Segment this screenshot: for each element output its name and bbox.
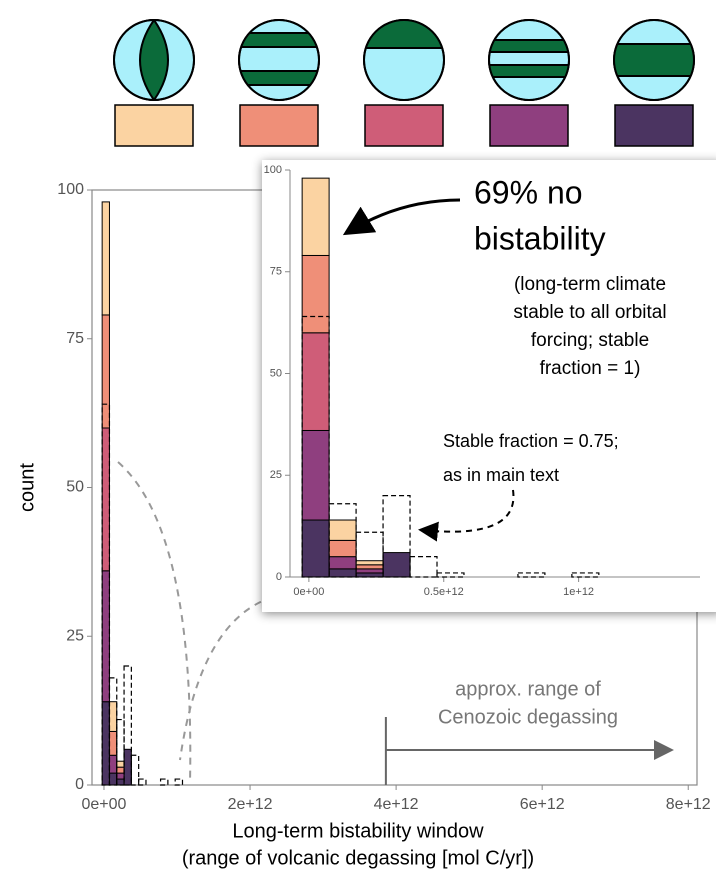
legend-swatch [364, 104, 444, 147]
inset-chart: 0 25 50 75 100 0e+00 0.5e+12 1e+12 69% no bistabi… [264, 164, 700, 598]
x-tick-label: 2e+12 [228, 796, 273, 813]
x-tick-label: 0.5e+12 [424, 586, 464, 598]
legend-swatch [239, 104, 319, 147]
bar-segment [355, 564, 384, 570]
x-tick-label: 4e+12 [374, 796, 419, 813]
y-tick-label: 0 [276, 571, 282, 583]
bar-segment [328, 556, 357, 570]
bar-segment [328, 568, 357, 578]
bar-segment [301, 254, 330, 334]
annotation: (long-term climate [514, 274, 666, 295]
icon [488, 19, 570, 101]
bar-segment [108, 701, 118, 732]
y-tick-label: 25 [270, 469, 282, 481]
bar-segment [355, 572, 384, 578]
outline-bar [159, 778, 169, 786]
outline-bar [108, 677, 118, 786]
icon [113, 19, 195, 101]
outline-bar [436, 572, 465, 578]
outline-bar [571, 572, 600, 578]
legend-swatch [114, 104, 194, 147]
planet-icons [113, 19, 695, 101]
bar-segment [116, 760, 125, 768]
annotation: bistability [474, 220, 606, 256]
icon [363, 19, 445, 101]
bar-segment [116, 772, 125, 780]
icon [238, 19, 320, 101]
y-tick-label: 50 [66, 479, 84, 496]
x-axis-label: Long-term bistability window [232, 820, 484, 842]
y-tick-label: 100 [264, 164, 282, 176]
bar-segment [116, 766, 125, 774]
bar-segment [301, 429, 330, 521]
bar-segment [382, 552, 411, 578]
annotation: approx. range of [455, 678, 601, 700]
outline-bar [328, 503, 357, 578]
y-tick-label: 25 [66, 627, 84, 644]
x-tick-label: 1e+12 [563, 586, 594, 598]
outline-bar [355, 531, 384, 578]
outline-bar [138, 778, 147, 786]
annotation: stable to all orbital [513, 302, 666, 323]
y-tick-label: 75 [66, 330, 84, 347]
bar-segment [301, 332, 330, 431]
bar-segment [101, 427, 110, 572]
y-tick-label: 100 [57, 181, 84, 198]
annotation: as in main text [443, 465, 559, 485]
bar-segment [101, 314, 110, 429]
outline-bar [382, 495, 411, 578]
outline-bar [174, 778, 184, 786]
annotation: forcing; stable [531, 330, 649, 351]
x-tick-label: 6e+12 [520, 796, 565, 813]
outline-bar [130, 754, 140, 786]
x-tick-label: 8e+12 [666, 796, 711, 813]
bar-segment [328, 519, 357, 541]
y-tick-label: 0 [75, 776, 84, 793]
y-tick-label: 50 [270, 367, 282, 379]
icon [613, 19, 695, 101]
main-chart: 0 25 50 75 100 0e+00 2e+12 4e+12 6e+12 8e+12 count… [16, 181, 711, 869]
outline-bar [517, 572, 546, 578]
outline-bar [123, 665, 132, 786]
bar-segment [301, 177, 330, 256]
zoom-connectors [117, 461, 274, 784]
legend-swatch [614, 104, 694, 147]
bar-segment [101, 201, 110, 316]
y-axis-label: count [16, 463, 38, 512]
annotation: fraction = 1) [540, 358, 641, 379]
bar-segment [101, 701, 110, 786]
annotation: Cenozoic degassing [438, 706, 618, 728]
legend-swatch [489, 104, 569, 147]
outline-bar [116, 718, 125, 786]
annotation: 69% no [474, 174, 583, 210]
outline-bar [301, 315, 330, 578]
bar-segment [328, 539, 357, 558]
bar-segment [301, 519, 330, 578]
outline-bar [101, 403, 111, 786]
inset-arrows [342, 198, 515, 542]
bar-segment [116, 778, 125, 786]
bar-segment [123, 748, 132, 786]
annotation: Stable fraction = 0.75; [443, 431, 619, 451]
y-tick-label: 75 [270, 266, 282, 278]
bar-segment [108, 754, 118, 774]
outline-bar [409, 556, 438, 578]
bar-segment [108, 772, 118, 786]
bar-segment [108, 730, 118, 756]
x-tick-label: 0e+00 [293, 586, 324, 598]
bar-segment [355, 560, 384, 566]
x-axis-label: (range of volcanic degassing [mol C/yr]) [182, 847, 534, 869]
x-tick-label: 0e+00 [82, 796, 127, 813]
bar-segment [355, 568, 384, 574]
bar-segment [101, 570, 110, 703]
legend [114, 104, 694, 147]
